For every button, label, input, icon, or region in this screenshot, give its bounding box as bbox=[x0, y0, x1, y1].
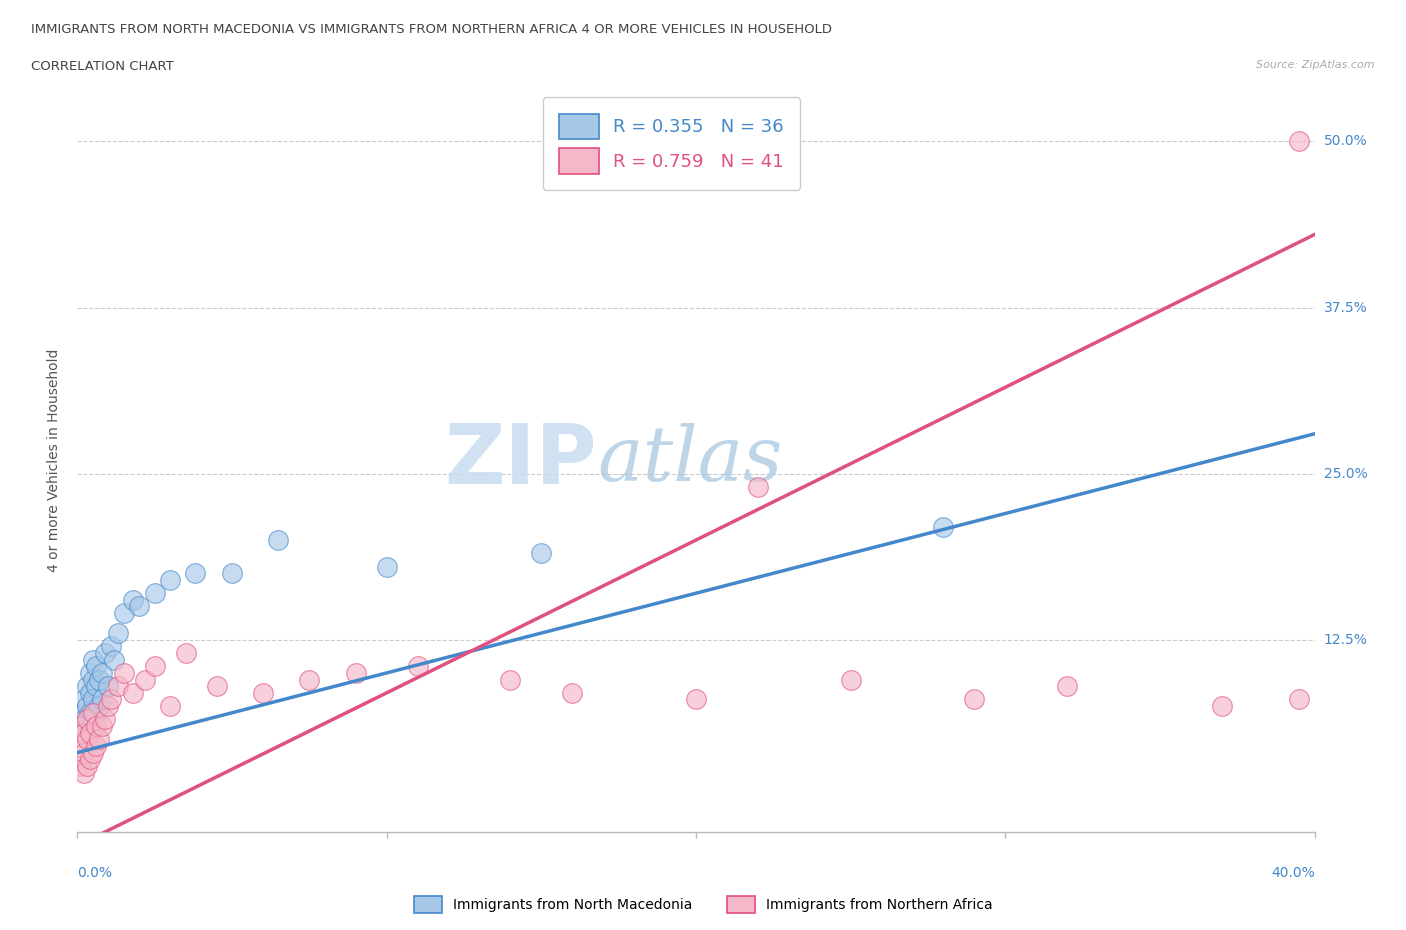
Legend: Immigrants from North Macedonia, Immigrants from Northern Africa: Immigrants from North Macedonia, Immigra… bbox=[408, 890, 998, 919]
Point bbox=[159, 573, 181, 588]
Point bbox=[69, 719, 91, 734]
Point bbox=[72, 765, 94, 780]
Point bbox=[79, 751, 101, 766]
Point bbox=[84, 738, 107, 753]
Point bbox=[76, 679, 98, 694]
Point bbox=[79, 685, 101, 700]
Text: IMMIGRANTS FROM NORTH MACEDONIA VS IMMIGRANTS FROM NORTHERN AFRICA 4 OR MORE VEH: IMMIGRANTS FROM NORTH MACEDONIA VS IMMIG… bbox=[31, 23, 832, 36]
Point bbox=[122, 592, 145, 607]
Point bbox=[100, 692, 122, 707]
Text: 0.0%: 0.0% bbox=[77, 866, 112, 880]
Point bbox=[1288, 134, 1310, 149]
Text: 25.0%: 25.0% bbox=[1324, 467, 1368, 481]
Point bbox=[79, 666, 101, 681]
Point bbox=[82, 705, 104, 720]
Point bbox=[205, 679, 228, 694]
Point bbox=[143, 658, 166, 673]
Point bbox=[344, 666, 367, 681]
Point bbox=[184, 565, 207, 580]
Point bbox=[79, 725, 101, 740]
Point bbox=[107, 679, 129, 694]
Text: 37.5%: 37.5% bbox=[1324, 300, 1368, 314]
Point bbox=[91, 666, 114, 681]
Point bbox=[747, 480, 769, 495]
Point bbox=[100, 639, 122, 654]
Point bbox=[84, 658, 107, 673]
Point bbox=[159, 698, 181, 713]
Point bbox=[128, 599, 150, 614]
Point bbox=[530, 546, 553, 561]
Point bbox=[76, 698, 98, 713]
Point bbox=[82, 712, 104, 727]
Point bbox=[499, 672, 522, 687]
Point bbox=[69, 738, 91, 753]
Point bbox=[298, 672, 321, 687]
Point bbox=[84, 719, 107, 734]
Point bbox=[375, 559, 398, 574]
Text: atlas: atlas bbox=[598, 423, 782, 498]
Point bbox=[84, 679, 107, 694]
Point bbox=[72, 692, 94, 707]
Point bbox=[103, 652, 125, 667]
Point bbox=[69, 759, 91, 774]
Point bbox=[82, 745, 104, 760]
Point bbox=[112, 605, 135, 620]
Point bbox=[82, 692, 104, 707]
Point bbox=[839, 672, 862, 687]
Text: 50.0%: 50.0% bbox=[1324, 135, 1368, 149]
Point bbox=[72, 745, 94, 760]
Point bbox=[134, 672, 156, 687]
Point bbox=[76, 732, 98, 747]
Text: 40.0%: 40.0% bbox=[1271, 866, 1315, 880]
Point bbox=[97, 698, 120, 713]
Point bbox=[1288, 692, 1310, 707]
Point bbox=[1211, 698, 1233, 713]
Point bbox=[107, 626, 129, 641]
Y-axis label: 4 or more Vehicles in Household: 4 or more Vehicles in Household bbox=[48, 349, 62, 572]
Point bbox=[406, 658, 429, 673]
Point bbox=[79, 705, 101, 720]
Point bbox=[82, 652, 104, 667]
Point bbox=[72, 712, 94, 727]
Point bbox=[143, 586, 166, 601]
Text: CORRELATION CHART: CORRELATION CHART bbox=[31, 60, 174, 73]
Point bbox=[1056, 679, 1078, 694]
Text: ZIP: ZIP bbox=[444, 419, 598, 501]
Point bbox=[267, 533, 290, 548]
Point bbox=[561, 685, 583, 700]
Point bbox=[76, 759, 98, 774]
Point bbox=[87, 698, 110, 713]
Point bbox=[82, 672, 104, 687]
Point bbox=[84, 705, 107, 720]
Point bbox=[963, 692, 986, 707]
Point bbox=[76, 719, 98, 734]
Point bbox=[252, 685, 274, 700]
Text: 12.5%: 12.5% bbox=[1324, 632, 1368, 646]
Legend: R = 0.355   N = 36, R = 0.759   N = 41: R = 0.355 N = 36, R = 0.759 N = 41 bbox=[543, 98, 800, 190]
Point bbox=[69, 705, 91, 720]
Point bbox=[112, 666, 135, 681]
Point bbox=[76, 712, 98, 727]
Point bbox=[94, 712, 117, 727]
Point bbox=[87, 672, 110, 687]
Point bbox=[79, 725, 101, 740]
Point bbox=[72, 725, 94, 740]
Point bbox=[94, 645, 117, 660]
Point bbox=[87, 732, 110, 747]
Point bbox=[174, 645, 197, 660]
Point bbox=[97, 679, 120, 694]
Point bbox=[91, 719, 114, 734]
Text: Source: ZipAtlas.com: Source: ZipAtlas.com bbox=[1257, 60, 1375, 71]
Point bbox=[91, 692, 114, 707]
Point bbox=[122, 685, 145, 700]
Point bbox=[685, 692, 707, 707]
Point bbox=[932, 519, 955, 534]
Point bbox=[221, 565, 243, 580]
